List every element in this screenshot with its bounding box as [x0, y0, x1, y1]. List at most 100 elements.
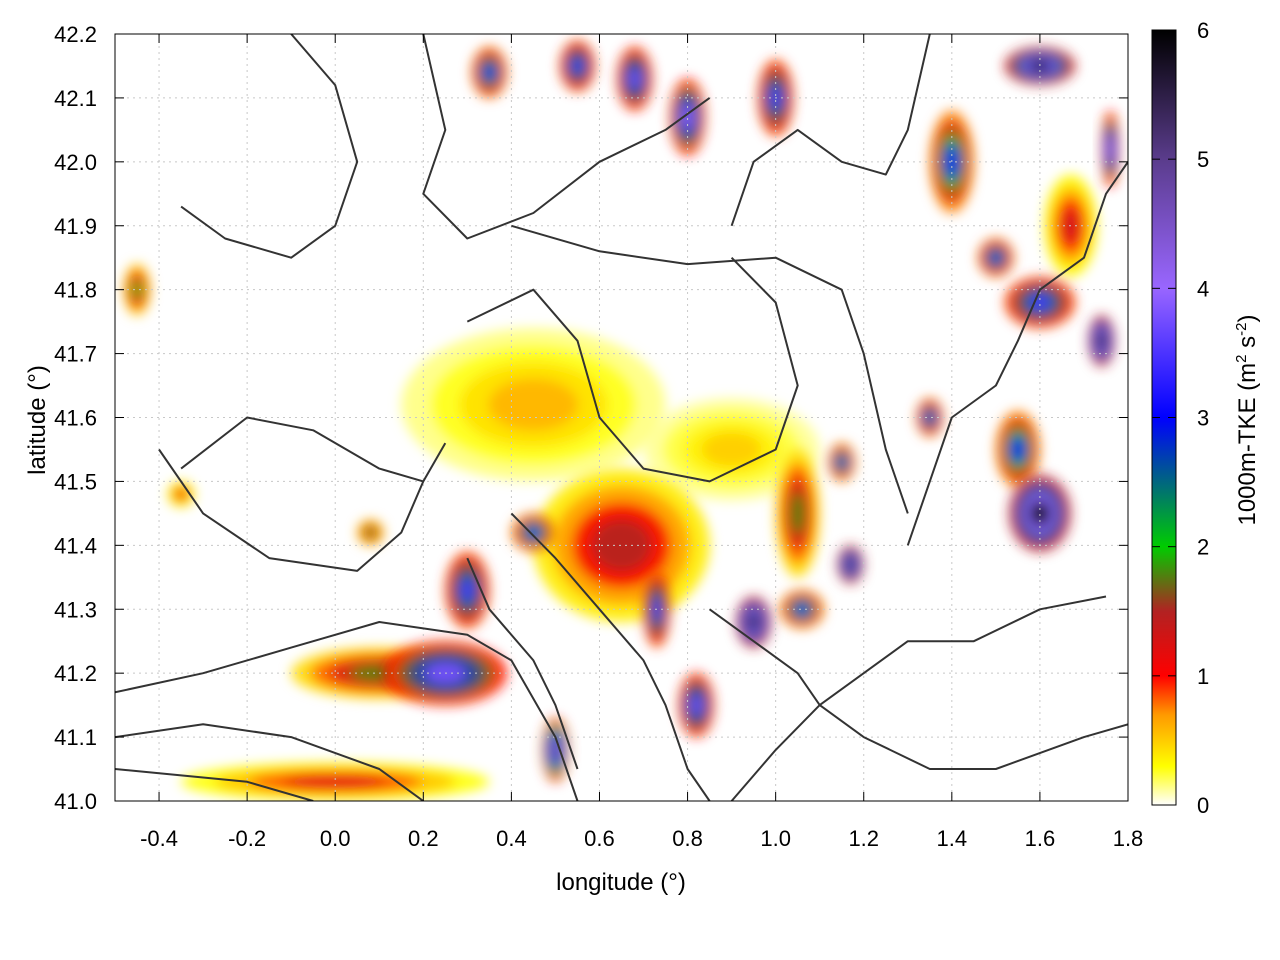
colorbar: 0 1 2 3 4 5 6 1000m-TKE (m2 s-2): [1151, 18, 1261, 818]
y-tick-label: 41.4: [54, 533, 97, 558]
tke-hotspot: [736, 596, 772, 648]
y-tick-label: 41.7: [54, 342, 97, 367]
tke-hotspot-layer: [132, 280, 142, 299]
y-tick-label: 41.9: [54, 214, 97, 239]
x-tick-label: 0.0: [320, 826, 351, 851]
x-tick-label: 0.2: [408, 826, 439, 851]
terrain-contour-line: [730, 595, 1107, 801]
tke-hotspot: [471, 46, 507, 98]
tke-hotspot: [995, 411, 1040, 488]
terrain-contour-line: [709, 608, 1128, 770]
tke-hotspot: [1101, 110, 1120, 188]
tke-hotspot: [1009, 475, 1071, 552]
tke-hotspot-layer: [525, 526, 541, 540]
y-tick-label: 41.0: [54, 789, 97, 814]
tke-hotspot-layer: [459, 577, 475, 604]
tke-hotspot: [401, 328, 666, 482]
colorbar-tick-label: 5: [1197, 147, 1209, 172]
tke-hotspot-layer: [282, 775, 388, 789]
x-tick-label: 1.6: [1025, 826, 1056, 851]
terrain-contour-line: [180, 416, 424, 483]
tke-hotspot-layer: [925, 410, 935, 425]
colorbar-tick-label: 6: [1197, 18, 1209, 43]
x-tick-label: -0.2: [228, 826, 266, 851]
y-tick-label: 41.2: [54, 661, 97, 686]
y-tick-label: 42.2: [54, 22, 97, 47]
tke-hotspot-layer: [1029, 500, 1051, 527]
tke-hotspot-layer: [794, 602, 810, 616]
tke-hotspot: [1004, 276, 1076, 329]
terrain-contours: [115, 34, 1128, 801]
tke-hotspot: [916, 398, 944, 437]
terrain-contour-line: [906, 161, 1128, 546]
tke-hotspot-layer: [1027, 293, 1052, 312]
tke-hotspot: [669, 78, 706, 156]
tke-hotspot-layer: [1097, 332, 1107, 350]
terrain-contour-line: [511, 224, 909, 514]
tke-hotspot: [978, 238, 1014, 277]
x-tick-label: 1.2: [848, 826, 879, 851]
colorbar-tick-label: 4: [1197, 276, 1209, 301]
colorbar-tick-label: 2: [1197, 535, 1209, 560]
terrain-contour-line: [115, 621, 579, 801]
tke-hotspot-layer: [837, 455, 847, 469]
tke-hotspot: [123, 264, 151, 316]
terrain-contour-line: [466, 557, 579, 770]
terrain-contour-line: [422, 34, 711, 240]
tke-hotspot: [167, 481, 195, 507]
x-tick-label: 0.4: [496, 826, 527, 851]
tke-hotspot: [511, 513, 556, 552]
tke-hotspot-layer: [989, 251, 1002, 265]
terrain-contour-line: [510, 512, 711, 801]
tke-hotspot-layer: [628, 67, 641, 90]
tke-hotspot: [445, 551, 490, 629]
terrain-contour-line: [730, 34, 931, 227]
tke-hotspot-layer: [1010, 436, 1026, 463]
y-tick-label: 41.3: [54, 597, 97, 622]
y-tick-label: 42.1: [54, 86, 97, 111]
tke-hotspot: [837, 545, 864, 584]
x-axis-title: longitude (°): [556, 869, 686, 896]
tke-hotspot: [617, 46, 653, 111]
colorbar-tick-label: 3: [1197, 406, 1209, 431]
tke-hotspot: [542, 717, 569, 782]
x-tick-label: 0.6: [584, 826, 615, 851]
tke-hotspot-layer: [550, 739, 560, 761]
colorbar-tick-label: 0: [1197, 793, 1209, 818]
y-tick-label: 41.8: [54, 278, 97, 303]
tke-hotspot: [828, 443, 855, 482]
tke-hotspot-layer: [591, 519, 652, 572]
tke-hotspot-layer: [176, 489, 186, 499]
terrain-contour-line: [115, 723, 424, 801]
x-tick-label: -0.4: [140, 826, 178, 851]
terrain-contour-line: [115, 768, 314, 801]
tke-hotspot: [780, 590, 825, 629]
tke-hotspot: [181, 762, 490, 801]
tke-hotspot-layer: [747, 613, 760, 631]
x-axis-ticks: -0.4 -0.2 0.0 0.2 0.4 0.6 0.8 1.0 1.2 1.4 1.6 1.8: [140, 34, 1143, 851]
y-tick-label: 42.0: [54, 150, 97, 175]
plot-area: [114, 33, 1129, 802]
tke-hotspot: [1088, 315, 1115, 367]
tke-hotspot-layer: [365, 528, 375, 537]
y-tick-label: 41.1: [54, 725, 97, 750]
tke-hotspot: [643, 398, 820, 501]
x-tick-label: 0.8: [672, 826, 703, 851]
y-tick-label: 41.6: [54, 406, 97, 431]
tke-hotspot-layer: [571, 57, 584, 75]
tke-hotspot: [775, 449, 820, 578]
y-axis-ticks: 41.0 41.1 41.2 41.3 41.4 41.5 41.6 41.7 41.8 41.9…: [54, 22, 1128, 814]
tke-hotspot-layer: [846, 557, 856, 572]
tke-hotspot-layer: [1107, 136, 1114, 163]
tke-hotspot: [357, 519, 384, 546]
tke-hotspot-layer: [488, 378, 579, 431]
x-tick-label: 1.8: [1113, 826, 1144, 851]
x-tick-label: 1.4: [937, 826, 968, 851]
y-tick-label: 41.5: [54, 469, 97, 494]
x-tick-label: 1.0: [760, 826, 791, 851]
colorbar-ticks: 0 1 2 3 4 5 6: [1152, 18, 1209, 818]
terrain-contour-line: [466, 256, 799, 483]
terrain-contour-line: [180, 34, 359, 259]
tke-hotspot-layer: [483, 63, 496, 82]
